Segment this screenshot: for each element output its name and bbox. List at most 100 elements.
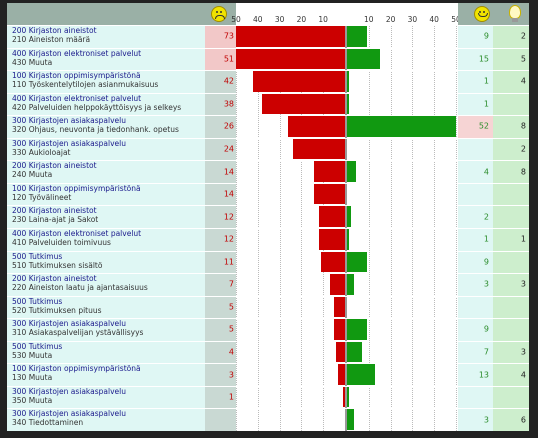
positive-count: 7	[483, 347, 489, 357]
positive-count-cell	[458, 295, 493, 319]
row-separator	[7, 182, 529, 184]
category-label: 100 Kirjaston oppimisympäristönä	[12, 71, 141, 81]
table-row: 500 Tutkimus 520 Tutkimuksen pituus 5	[7, 295, 529, 319]
pos-axis-tick: 10	[364, 15, 374, 24]
row-label: 300 Kirjastojen asiakaspalvelu 310 Asiaka…	[7, 318, 205, 341]
suggestion-count: 8	[520, 121, 526, 131]
neg-axis-tick: 10	[318, 15, 328, 24]
category-label: 400 Kirjaston elektroniset palvelut	[12, 229, 142, 238]
positive-count-cell: 1	[458, 92, 493, 116]
negative-bar	[314, 183, 345, 205]
table-row: 300 Kirjastojen asiakaspalvelu 320 Ohjaus…	[7, 115, 529, 138]
table-row: 100 Kirjaston oppimisympäristönä 120 Työv…	[7, 182, 529, 206]
suggestion-count-cell	[493, 205, 529, 228]
negative-count-cell: 7	[205, 273, 236, 296]
category-label: 300 Kirjastojen asiakaspalvelu	[12, 138, 126, 148]
negative-bar	[342, 386, 345, 408]
positive-bar	[347, 206, 352, 227]
negative-bar	[236, 48, 345, 70]
negative-count-cell: 14	[205, 160, 236, 183]
pos-axis-tick: 30	[407, 15, 418, 24]
positive-count: 15	[478, 54, 489, 64]
row-separator	[7, 273, 529, 275]
negative-count-cell: 24	[205, 137, 236, 161]
subcategory-label: 350 Muuta	[12, 395, 53, 405]
category-label: 500 Tutkimus	[12, 251, 63, 261]
category-label: 200 Kirjaston aineistot	[12, 274, 97, 284]
negative-count: 38	[223, 99, 234, 109]
negative-bar	[253, 71, 345, 92]
positive-count-cell: 3	[458, 273, 493, 296]
positive-bar	[347, 93, 350, 115]
negative-count-cell: 4	[205, 340, 236, 364]
positive-bar	[347, 274, 354, 295]
row-label: 300 Kirjastojen asiakaspalvelu 330 Aukiol…	[7, 137, 205, 161]
suggestion-count: 4	[520, 76, 526, 86]
positive-count: 3	[483, 279, 489, 289]
category-label: 300 Kirjastojen asiakaspalvelu	[12, 319, 126, 329]
row-separator	[7, 115, 529, 117]
positive-count-cell: 15	[458, 47, 493, 71]
row-label: 500 Tutkimus 510 Tutkimuksen sisältö	[7, 250, 205, 274]
subcategory-label: 230 Laina-ajat ja Sakot	[12, 215, 99, 225]
negative-count: 26	[223, 121, 234, 131]
row-separator	[7, 408, 529, 410]
row-label: 400 Kirjaston elektroniset palvelut 430 M…	[7, 47, 205, 71]
row-label: 300 Kirjastojen asiakaspalvelu 350 Muuta	[7, 385, 205, 409]
positive-count-cell: 9	[458, 318, 493, 341]
suggestion-count-cell	[493, 92, 529, 116]
table-row: 200 Kirjaston aineistot 230 Laina-ajat ja…	[7, 205, 529, 228]
table-row: 300 Kirjastojen asiakaspalvelu 310 Asiaka…	[7, 318, 529, 341]
positive-bar	[347, 409, 354, 430]
suggestion-count-cell: 6	[493, 408, 529, 431]
row-label: 500 Tutkimus 530 Muuta	[7, 340, 205, 364]
row-separator	[7, 340, 529, 342]
positive-count: 1	[483, 76, 489, 86]
negative-count: 4	[228, 347, 234, 357]
positive-count-cell	[458, 137, 493, 161]
positive-bar	[347, 341, 363, 363]
row-label: 100 Kirjaston oppimisympäristönä 120 Työv…	[7, 182, 205, 206]
negative-count-cell: 12	[205, 228, 236, 251]
category-label: 400 Kirjaston elektroniset palvelut	[12, 48, 142, 58]
header-label-area	[7, 3, 236, 25]
positive-count-cell: 1	[458, 70, 493, 93]
table-row: 200 Kirjaston aineistot 210 Aineiston mää…	[7, 25, 529, 48]
row-separator	[7, 318, 529, 320]
row-label: 200 Kirjaston aineistot 230 Laina-ajat ja…	[7, 205, 205, 228]
negative-bar	[334, 296, 345, 318]
row-separator	[7, 205, 529, 207]
subcategory-label: 220 Aineiston laatu ja ajantasaisuus	[12, 283, 148, 293]
positive-count-cell: 4	[458, 160, 493, 183]
pos-axis-tick: 20	[385, 15, 396, 24]
negative-count-cell: 12	[205, 205, 236, 228]
happy-smiley-icon	[474, 6, 490, 22]
row-separator	[7, 363, 529, 365]
positive-count: 1	[483, 99, 489, 109]
negative-count: 14	[223, 167, 234, 177]
suggestion-count: 3	[520, 347, 526, 357]
subcategory-label: 320 Ohjaus, neuvonta ja tiedonhank. opet…	[12, 125, 179, 135]
positive-bar	[347, 116, 456, 137]
subcategory-label: 420 Palveluiden helppokäyttöisyys ja sel…	[12, 102, 182, 112]
positive-count-cell: 1	[458, 228, 493, 251]
neg-axis-tick: 30	[274, 15, 285, 24]
positive-count: 4	[483, 167, 489, 177]
positive-count-cell: 2	[458, 205, 493, 228]
negative-count-cell: 42	[205, 70, 236, 93]
row-label: 400 Kirjaston elektroniset palvelut 420 P…	[7, 92, 205, 116]
negative-count-cell: 51	[205, 47, 236, 71]
suggestion-count: 2	[520, 31, 526, 41]
suggestion-count: 3	[520, 279, 526, 289]
negative-count-cell: 3	[205, 363, 236, 386]
neg-axis-tick: 50	[231, 15, 241, 24]
negative-count-cell: 14	[205, 182, 236, 206]
subcategory-label: 210 Aineiston määrä	[12, 35, 91, 44]
negative-count: 24	[223, 144, 234, 154]
row-separator	[7, 47, 529, 49]
positive-bar	[347, 229, 350, 250]
row-label: 100 Kirjaston oppimisympäristönä 110 Työs…	[7, 70, 205, 93]
suggestion-count: 1	[520, 234, 526, 244]
chart-frame: 50 40 30 20 10 10 20 30 40 50 200 Kirjaston ainei…	[7, 3, 529, 431]
row-label: 200 Kirjaston aineistot 220 Aineiston laa…	[7, 273, 205, 296]
